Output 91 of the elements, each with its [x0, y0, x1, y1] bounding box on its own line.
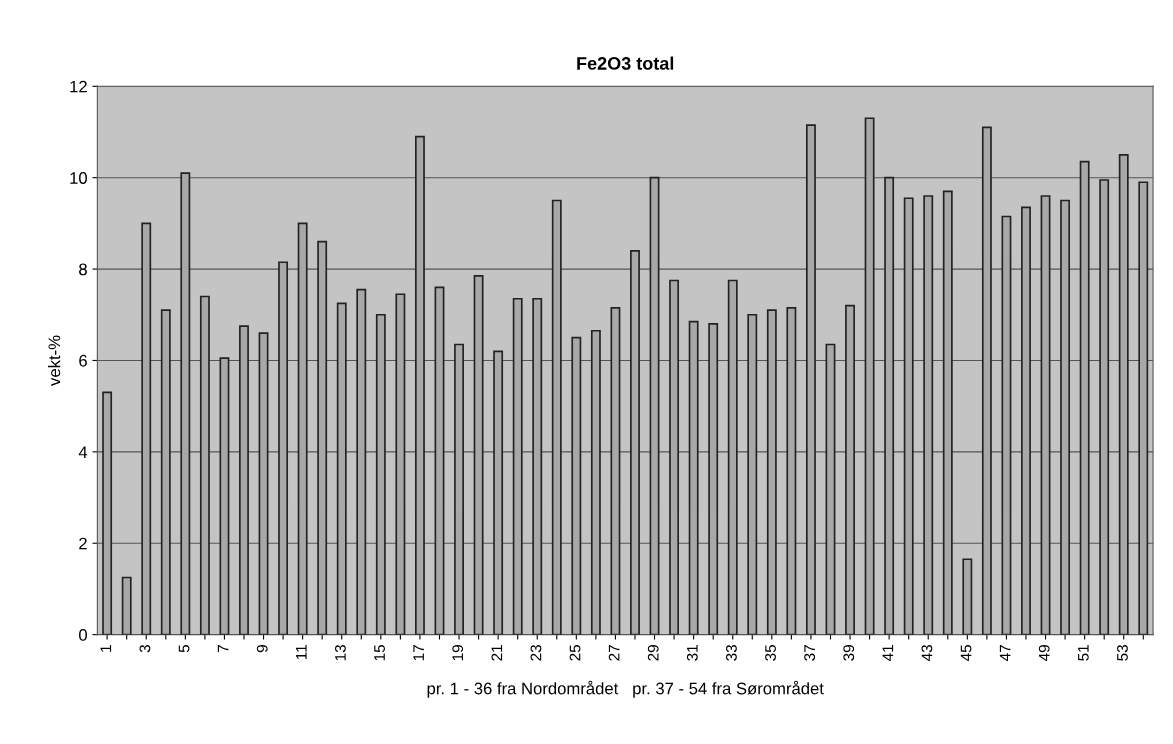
bar — [239, 325, 249, 635]
bar — [317, 240, 328, 635]
bar — [1138, 181, 1149, 635]
bar — [278, 261, 289, 635]
bar — [493, 350, 504, 635]
bar — [336, 302, 347, 635]
bar — [1099, 179, 1110, 635]
bar — [414, 135, 425, 635]
bar — [219, 357, 230, 635]
x-tick-label: 43 — [921, 645, 933, 661]
x-tick-label: 51 — [1078, 645, 1089, 661]
x-tick-label: 13 — [335, 645, 346, 661]
bar — [786, 307, 797, 635]
x-tick-label: 53 — [1117, 645, 1128, 661]
x-tick-label: 33 — [726, 645, 737, 661]
bar — [1021, 206, 1031, 635]
x-tick-label: 31 — [686, 645, 698, 661]
bar — [942, 190, 953, 635]
bar — [395, 293, 406, 635]
bar — [551, 199, 562, 635]
bar — [688, 320, 699, 635]
y-tick-label: 4 — [78, 446, 88, 458]
bar — [258, 332, 269, 635]
bar — [571, 336, 582, 635]
bar — [532, 297, 543, 635]
bar — [649, 176, 660, 635]
bar — [454, 343, 464, 635]
bar — [766, 309, 777, 635]
bar — [727, 279, 738, 635]
bar — [1040, 195, 1051, 635]
x-tick-label: 15 — [374, 644, 385, 661]
y-tick-label: 6 — [79, 354, 87, 367]
bar — [981, 126, 992, 635]
bar — [864, 117, 875, 635]
bar — [297, 222, 308, 635]
bar — [1118, 154, 1129, 635]
bar — [825, 343, 836, 635]
bar — [1060, 199, 1071, 635]
x-tick-label: 41 — [882, 645, 894, 661]
bar — [199, 295, 210, 635]
x-tick-label: 7 — [217, 645, 229, 653]
bar — [747, 313, 758, 635]
y-tick-label: 12 — [70, 80, 87, 93]
bar — [884, 176, 895, 635]
bar — [805, 124, 816, 635]
bar — [434, 286, 445, 635]
x-axis-title: pr. 1 - 36 fra Nordområdet pr. 37 - 54 fra Sørområdet — [427, 680, 824, 698]
x-tick-label: 39 — [843, 645, 855, 661]
bar — [903, 197, 914, 635]
bar — [669, 279, 680, 635]
bar — [630, 249, 640, 635]
bar — [512, 297, 523, 635]
x-tick-label: 9 — [256, 645, 268, 653]
bar — [1079, 160, 1090, 635]
y-tick-label: 2 — [79, 537, 87, 550]
bar — [845, 304, 855, 635]
x-tick-label: 1 — [100, 645, 112, 652]
chart-title: Fe2O3 total — [577, 56, 674, 70]
bar — [473, 275, 484, 635]
x-tick-label: 5 — [178, 644, 190, 653]
bar — [102, 391, 113, 635]
bar — [356, 288, 367, 635]
bar — [923, 195, 934, 635]
y-axis-title: vekt-% — [48, 335, 61, 386]
bar — [708, 323, 719, 635]
bar — [160, 309, 171, 635]
x-tick-label: 47 — [999, 645, 1011, 661]
x-tick-label: 29 — [647, 645, 659, 661]
x-tick-label: 11 — [296, 645, 307, 660]
bar — [590, 329, 601, 635]
y-tick-label: 0 — [79, 629, 87, 641]
bar — [121, 576, 132, 635]
bar — [1001, 215, 1012, 635]
x-tick-label: 17 — [413, 645, 424, 661]
x-tick-label: 21 — [491, 645, 503, 661]
bar — [180, 172, 191, 635]
bar — [375, 313, 386, 635]
bar — [610, 307, 621, 635]
y-tick-label: 10 — [70, 172, 87, 184]
x-tick-label: 19 — [452, 645, 464, 661]
x-tick-label: 35 — [765, 644, 776, 661]
x-tick-label: 25 — [569, 644, 581, 661]
x-tick-label: 23 — [530, 645, 542, 661]
x-tick-label: 45 — [960, 644, 972, 661]
x-tick-label: 3 — [139, 645, 151, 653]
bar — [962, 558, 973, 635]
x-tick-label: 49 — [1038, 645, 1050, 661]
y-tick-label: 8 — [79, 263, 87, 276]
x-tick-label: 27 — [608, 645, 620, 661]
bar — [141, 222, 152, 635]
x-tick-label: 37 — [804, 645, 816, 661]
